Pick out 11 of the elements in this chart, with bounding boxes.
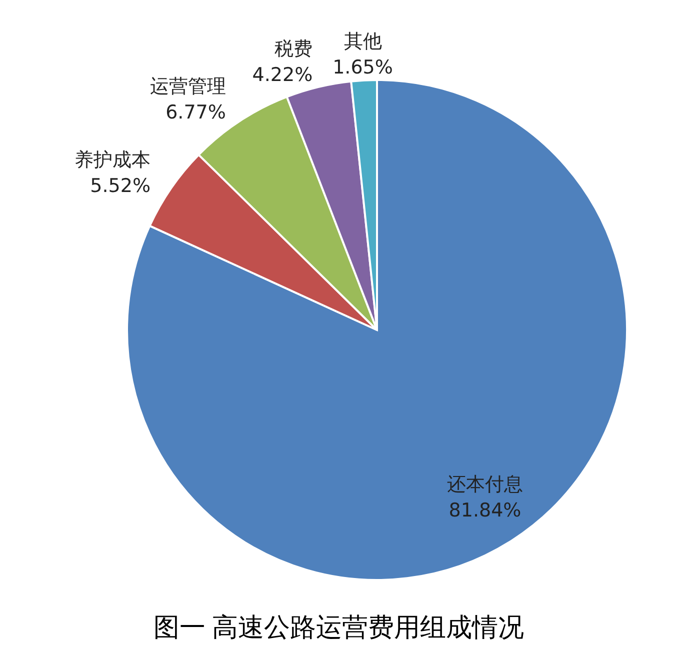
data-label: 81.84% bbox=[448, 500, 522, 522]
slice-label: 还本付息 bbox=[447, 474, 524, 496]
data-label: 5.52% bbox=[90, 175, 151, 198]
data-label: 6.77% bbox=[166, 101, 226, 124]
text: 图一 高速公路运营费用组成情况 bbox=[153, 612, 524, 642]
slice-label: 养护成本 bbox=[74, 149, 151, 172]
data-label: 1.65% bbox=[332, 56, 393, 79]
slice-label: 税费 bbox=[274, 38, 313, 60]
data-label: 4.22% bbox=[252, 64, 313, 86]
slice-label: 运营管理 bbox=[150, 75, 226, 98]
slice-label: 其他 bbox=[344, 30, 382, 53]
